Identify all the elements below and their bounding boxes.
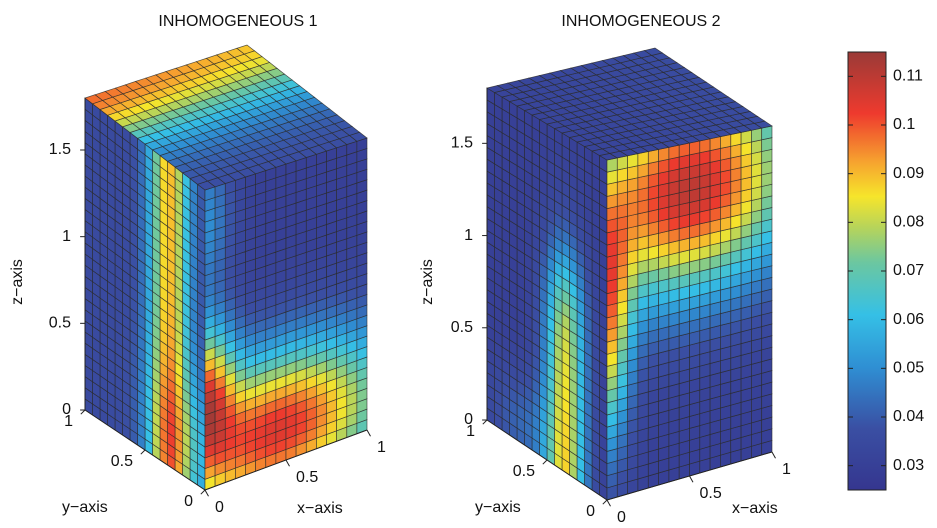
- plot1-ylabel: y−axis: [62, 499, 108, 516]
- surface-cell: [643, 47, 664, 56]
- plot1-zlabel: z−axis: [9, 259, 26, 305]
- z-axis-tick-label: 0: [464, 411, 473, 428]
- y-axis-tick-label: 1: [64, 413, 73, 430]
- z-axis-tick-label: 1.5: [49, 141, 71, 158]
- z-axis-tick-label: 0: [62, 401, 71, 418]
- y-axis-tick-label: 1: [466, 423, 475, 440]
- colorbar-tick-label: 0.08: [893, 214, 924, 231]
- z-axis: 0 0.5 1 1.5: [451, 88, 488, 428]
- colorbar-tick-label: 0.1: [893, 116, 915, 133]
- x-axis-tick-label: 1: [377, 439, 386, 456]
- x-axis: 00.51: [606, 451, 791, 526]
- y-axis: 00.51: [466, 419, 608, 520]
- y-axis-tick: [80, 409, 86, 415]
- y-axis: 00.51: [64, 409, 206, 510]
- y-axis-tick: [140, 449, 146, 455]
- top-face: [84, 44, 368, 191]
- x-axis-tick: [606, 499, 611, 507]
- z-axis-tick-label: 1.5: [451, 135, 473, 152]
- y-axis-tick: [200, 489, 206, 495]
- side-face: [486, 87, 608, 501]
- x-axis-tick: [771, 451, 776, 459]
- front-face: [606, 125, 773, 501]
- z-axis-tick-label: 1: [62, 228, 71, 245]
- plot2-surface: [486, 47, 773, 501]
- z-axis-tick-label: 1: [464, 227, 473, 244]
- colorbar: 0.03 0.04 0.05 0.06 0.07 0.08 0.09 0.1 0.11: [847, 51, 924, 491]
- colorbar-tick-label: 0.03: [893, 457, 924, 474]
- colorbar-tick-label: 0.04: [893, 408, 924, 425]
- plot2-title: INHOMOGENEOUS 2: [561, 13, 720, 30]
- y-axis-tick: [482, 419, 488, 425]
- front-face: [204, 137, 368, 491]
- y-axis-tick: [542, 459, 548, 465]
- plot2-zlabel: z−axis: [419, 259, 436, 305]
- plot1-title: INHOMOGENEOUS 1: [158, 13, 317, 30]
- colorbar-tick-label: 0.06: [893, 311, 924, 328]
- plot1-xlabel: x−axis: [297, 500, 343, 517]
- colorbar-gradient: [847, 51, 887, 491]
- x-axis-tick: [366, 429, 371, 437]
- y-axis-tick-label: 0: [586, 503, 595, 520]
- x-axis-tick-label: 0: [617, 509, 626, 526]
- y-axis-tick: [602, 499, 608, 505]
- z-axis-tick-label: 0.5: [451, 319, 473, 336]
- colorbar-tick-label: 0.07: [893, 262, 924, 279]
- y-axis-tick-label: 0.5: [111, 453, 133, 470]
- surface-cell: [606, 169, 618, 185]
- x-axis-tick: [204, 489, 209, 497]
- z-axis: 0 0.5 1 1.5: [49, 98, 86, 418]
- top-face: [486, 47, 773, 161]
- z-axis-tick-label: 0.5: [49, 315, 71, 332]
- x-axis-tick-label: 1: [782, 461, 791, 478]
- colorbar-tick-label: 0.05: [893, 360, 924, 377]
- y-axis-tick-label: 0: [184, 493, 193, 510]
- y-axis-tick-label: 0.5: [513, 463, 535, 480]
- colorbar-tick-label: 0.09: [893, 165, 924, 182]
- plot2-xlabel: x−axis: [732, 500, 778, 517]
- x-axis-tick-label: 0: [215, 499, 224, 516]
- surface-cell: [236, 44, 256, 55]
- x-axis-tick: [285, 459, 290, 467]
- x-axis: 00.51: [204, 429, 386, 516]
- plot2-ylabel: y−axis: [475, 499, 521, 516]
- plot1-surface: [84, 44, 368, 491]
- side-face: [84, 97, 206, 491]
- x-axis-tick-label: 0.5: [296, 469, 318, 486]
- colorbar-ticks: 0.03 0.04 0.05 0.06 0.07 0.08 0.09 0.1 0.11: [848, 68, 924, 474]
- x-axis-tick: [689, 475, 694, 483]
- x-axis-tick-label: 0.5: [700, 485, 722, 502]
- colorbar-tick-label: 0.11: [893, 68, 923, 85]
